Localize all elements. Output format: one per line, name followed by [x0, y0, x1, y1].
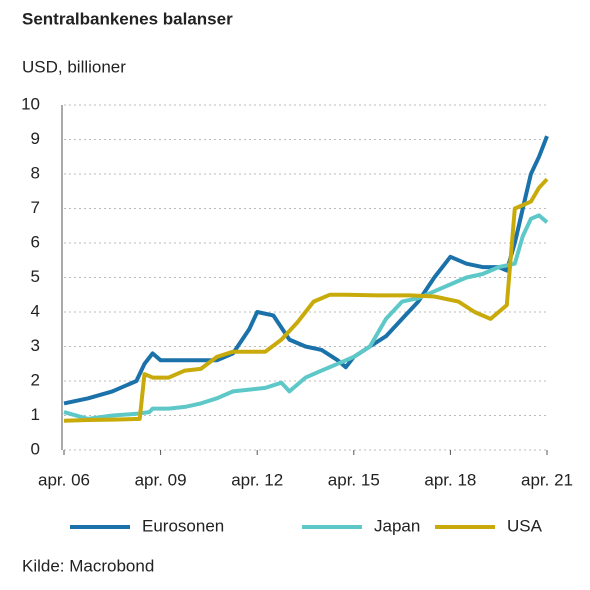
- x-tick-label: apr. 15: [328, 470, 380, 489]
- y-tick-label: 8: [31, 163, 40, 182]
- y-tick-label: 4: [31, 301, 40, 320]
- x-tick-label: apr. 18: [424, 470, 476, 489]
- y-tick-label: 7: [31, 198, 40, 217]
- x-tick-label: apr. 21: [521, 470, 573, 489]
- y-tick-label: 5: [31, 267, 40, 286]
- chart-title: Sentralbankenes balanser: [22, 9, 233, 28]
- legend-label: USA: [507, 516, 543, 535]
- legend-label: Eurosonen: [142, 516, 224, 535]
- y-tick-label: 1: [31, 405, 40, 424]
- series-line: [63, 177, 549, 423]
- x-tick-label: apr. 06: [38, 470, 90, 489]
- series-line: [63, 135, 549, 406]
- y-tick-label: 6: [31, 232, 40, 251]
- series-line: [63, 213, 549, 421]
- y-tick-label: 2: [31, 370, 40, 389]
- y-tick-label: 0: [31, 439, 40, 458]
- x-tick-label: apr. 09: [135, 470, 187, 489]
- legend-label: Japan: [374, 516, 420, 535]
- y-tick-label: 9: [31, 129, 40, 148]
- y-tick-label: 10: [21, 94, 40, 113]
- x-tick-label: apr. 12: [231, 470, 283, 489]
- source: Kilde: Macrobond: [22, 556, 154, 575]
- y-axis-label: USD, billioner: [22, 57, 126, 76]
- y-tick-label: 3: [31, 336, 40, 355]
